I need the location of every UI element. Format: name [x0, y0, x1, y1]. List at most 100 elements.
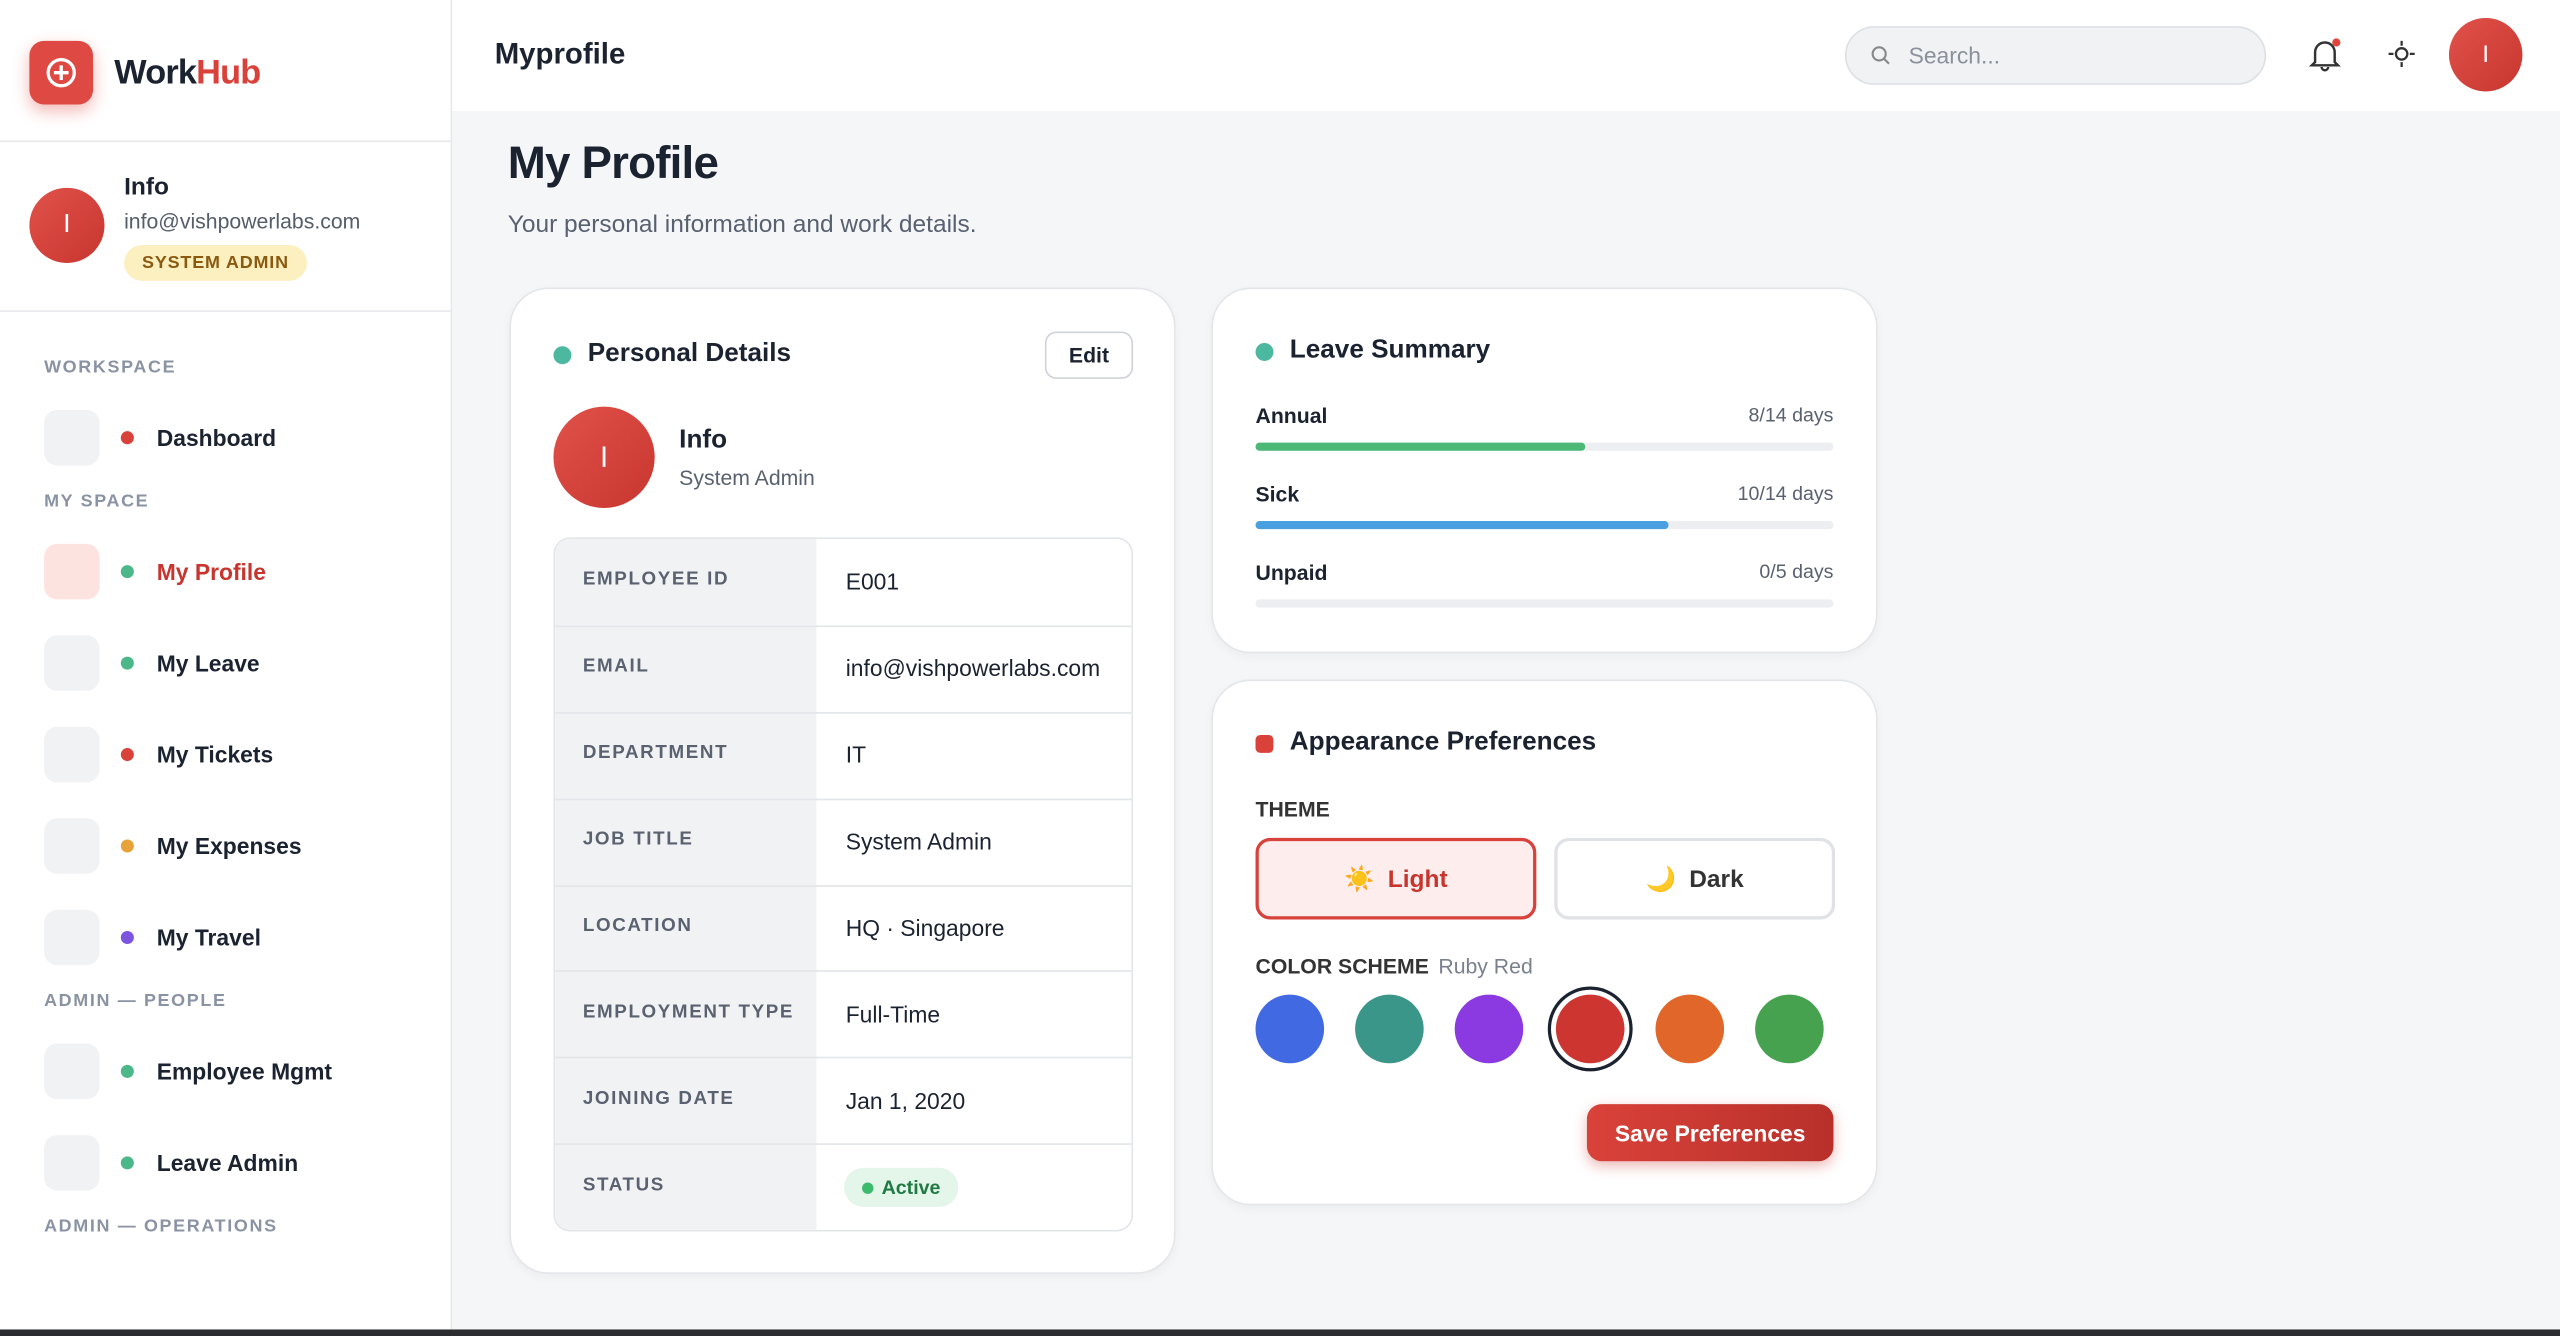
nav-item[interactable]: Dashboard — [156, 424, 277, 451]
nav-item[interactable]: Leave Admin — [156, 1149, 299, 1176]
page-subtitle: Your personal information and work detai… — [507, 210, 977, 239]
leave-count: 8/14 days — [1748, 403, 1834, 427]
nav-section: ADMIN — PEOPLE — [44, 991, 227, 1011]
leave-name: Unpaid — [1255, 560, 1328, 585]
nav-item[interactable]: My Profile — [156, 558, 266, 585]
edit-button[interactable]: Edit — [1044, 331, 1134, 379]
save-button[interactable]: Save Preferences — [1586, 1104, 1834, 1162]
topbar: Myprofile Search... I — [452, 0, 2560, 112]
nav-icon-box — [44, 909, 100, 966]
row-divider — [555, 625, 1132, 627]
card-dot — [1255, 734, 1274, 753]
page-title: My Profile — [507, 137, 719, 188]
sidebar: WorkHub I Info info@vishpowerlabs.com SY… — [0, 0, 453, 1336]
field-value: Jan 1, 2020 — [845, 1087, 966, 1114]
field-value: E001 — [845, 569, 900, 596]
card-dot — [1255, 342, 1274, 361]
nav-icon-box — [44, 818, 100, 874]
color-swatch[interactable] — [1555, 994, 1624, 1064]
field-label: EMAIL — [582, 657, 650, 677]
field-label: JOB TITLE — [582, 829, 694, 850]
row-divider — [555, 970, 1132, 973]
row-divider — [555, 1143, 1132, 1146]
nav-item[interactable]: My Expenses — [156, 832, 302, 860]
card-title: Personal Details — [587, 339, 792, 368]
nav-item[interactable]: Employee Mgmt — [156, 1058, 333, 1085]
field-value: IT — [845, 741, 867, 768]
personal-card: Personal Details Edit I Info System Admi… — [509, 287, 1176, 1274]
row-divider — [555, 798, 1132, 800]
card-dot — [553, 346, 572, 365]
nav-icon-box — [44, 635, 100, 691]
nav-section: MY SPACE — [44, 491, 150, 512]
theme-label: Dark — [1689, 864, 1744, 893]
color-swatch[interactable] — [1255, 994, 1325, 1064]
field-label: EMPLOYEE ID — [582, 570, 730, 591]
nav-icon-box — [44, 1043, 100, 1100]
search-placeholder: Search... — [1908, 42, 2001, 69]
window-edge — [0, 1329, 2560, 1336]
field-label: EMPLOYMENT TYPE — [582, 1002, 795, 1023]
leave-count: 10/14 days — [1737, 481, 1834, 505]
field-value: System Admin — [845, 828, 992, 855]
status-dot — [862, 1181, 874, 1194]
nav-dot — [120, 1156, 134, 1170]
user-avatar: I — [29, 187, 105, 263]
theme-option[interactable]: 🌙 Dark — [1554, 837, 1836, 920]
theme-toggle[interactable] — [2387, 39, 2416, 68]
nav-item[interactable]: My Travel — [156, 924, 261, 951]
row-divider — [555, 711, 1132, 714]
card-title: Appearance Preferences — [1289, 728, 1597, 757]
theme-option[interactable]: ☀️ Light — [1255, 837, 1537, 920]
nav-item[interactable]: My Leave — [156, 650, 260, 677]
nav-item[interactable]: My Tickets — [156, 741, 274, 768]
nav-section: WORKSPACE — [44, 357, 177, 378]
user-email: info@vishpowerlabs.com — [124, 209, 361, 234]
nav-dot — [120, 656, 134, 670]
theme-icon: ☀️ — [1344, 865, 1375, 894]
profile-avatar: I — [553, 406, 655, 508]
details-table: EMPLOYEE ID E001 EMAIL info@vishpowerlabs.c… — [553, 537, 1134, 1232]
theme-label: THEME — [1255, 797, 1330, 822]
bell[interactable] — [2307, 36, 2343, 72]
leave-bar — [1255, 442, 1586, 451]
nav-dot — [120, 930, 134, 945]
color-swatch[interactable] — [1455, 994, 1524, 1064]
theme-icon: 🌙 — [1645, 865, 1677, 894]
color-swatch[interactable] — [1755, 994, 1824, 1064]
nav-icon-box — [44, 543, 100, 600]
profile-name: Info — [679, 426, 728, 455]
nav-dot — [120, 431, 134, 445]
leave-count: 0/5 days — [1759, 560, 1834, 584]
field-value: HQ · Singapore — [845, 914, 1005, 941]
nav-dot — [120, 1064, 134, 1078]
card-title: Leave Summary — [1289, 336, 1491, 365]
search-icon — [1871, 46, 1890, 65]
nav-icon-box — [44, 1135, 100, 1191]
color-swatch[interactable] — [1355, 994, 1424, 1064]
scheme-label: COLOR SCHEME — [1255, 953, 1429, 979]
header-avatar[interactable]: I — [2448, 17, 2523, 92]
brand-hub: Hub — [196, 53, 261, 92]
nav-dot — [120, 748, 134, 762]
appearance-card: Appearance Preferences THEME COLOR SCHEM… — [1211, 679, 1878, 1206]
leave-track — [1255, 599, 1834, 608]
color-swatch[interactable] — [1655, 994, 1724, 1064]
row-divider — [555, 1057, 1132, 1059]
search[interactable]: Search... — [1844, 26, 2267, 85]
row-divider — [555, 884, 1132, 887]
header-title: Myprofile — [494, 37, 626, 71]
leave-bar — [1255, 521, 1669, 530]
logo-icon — [46, 57, 76, 88]
brand: WorkHub — [114, 53, 261, 93]
user-name: Info — [124, 173, 169, 201]
leave-name: Annual — [1255, 403, 1328, 428]
leave-card: Leave Summary Annual 8/14 days Sick 10/14 d… — [1211, 287, 1878, 654]
profile-role: System Admin — [679, 465, 815, 490]
nav-dot — [120, 839, 134, 853]
field-label: STATUS — [582, 1175, 665, 1195]
field-label: JOINING DATE — [582, 1088, 735, 1109]
nav-icon-box — [44, 409, 100, 466]
